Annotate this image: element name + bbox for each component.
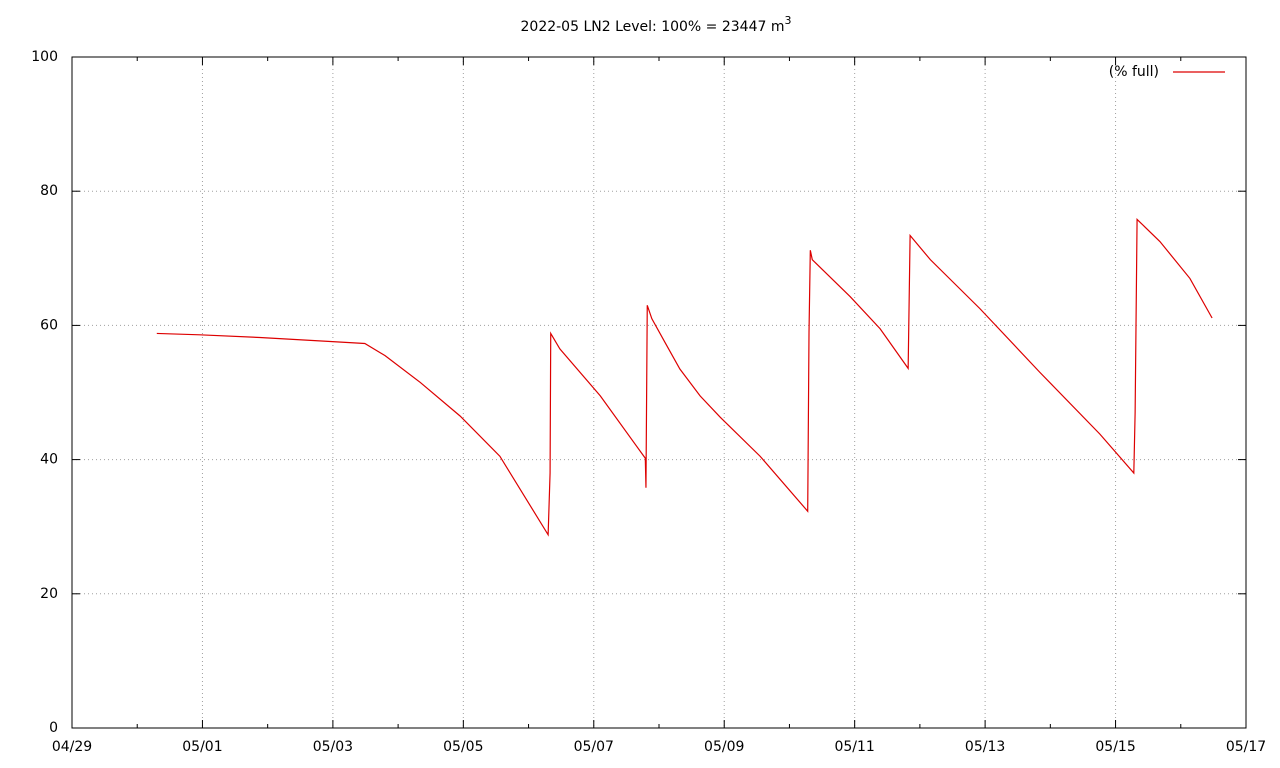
chart-title: 2022-05 LN2 Level: 100% = 23447 m3 <box>521 14 792 35</box>
y-tick-label: 20 <box>40 586 58 602</box>
x-tick-label: 05/03 <box>313 739 353 755</box>
y-tick-label: 60 <box>40 317 58 333</box>
plot-frame <box>71 56 1247 729</box>
x-tick-label: 05/11 <box>834 739 874 755</box>
x-tick-label: 05/17 <box>1226 739 1266 755</box>
x-tick-label: 05/05 <box>443 739 483 755</box>
x-tick-label: 05/13 <box>965 739 1005 755</box>
y-tick-label: 0 <box>49 720 58 736</box>
x-tick-label: 04/29 <box>52 739 92 755</box>
legend-label: (% full) <box>1109 64 1159 80</box>
x-tick-label: 05/07 <box>574 739 614 755</box>
x-tick-label: 05/01 <box>182 739 222 755</box>
y-tick-label: 100 <box>31 49 58 65</box>
y-tick-label: 40 <box>40 452 58 468</box>
y-tick-label: 80 <box>40 183 58 199</box>
x-tick-label: 05/09 <box>704 739 744 755</box>
data-line <box>156 217 1213 537</box>
title-text: 2022-05 LN2 Level: 100% = 23447 m <box>521 19 785 35</box>
x-tick-label: 05/15 <box>1095 739 1135 755</box>
title-superscript: 3 <box>784 14 791 27</box>
